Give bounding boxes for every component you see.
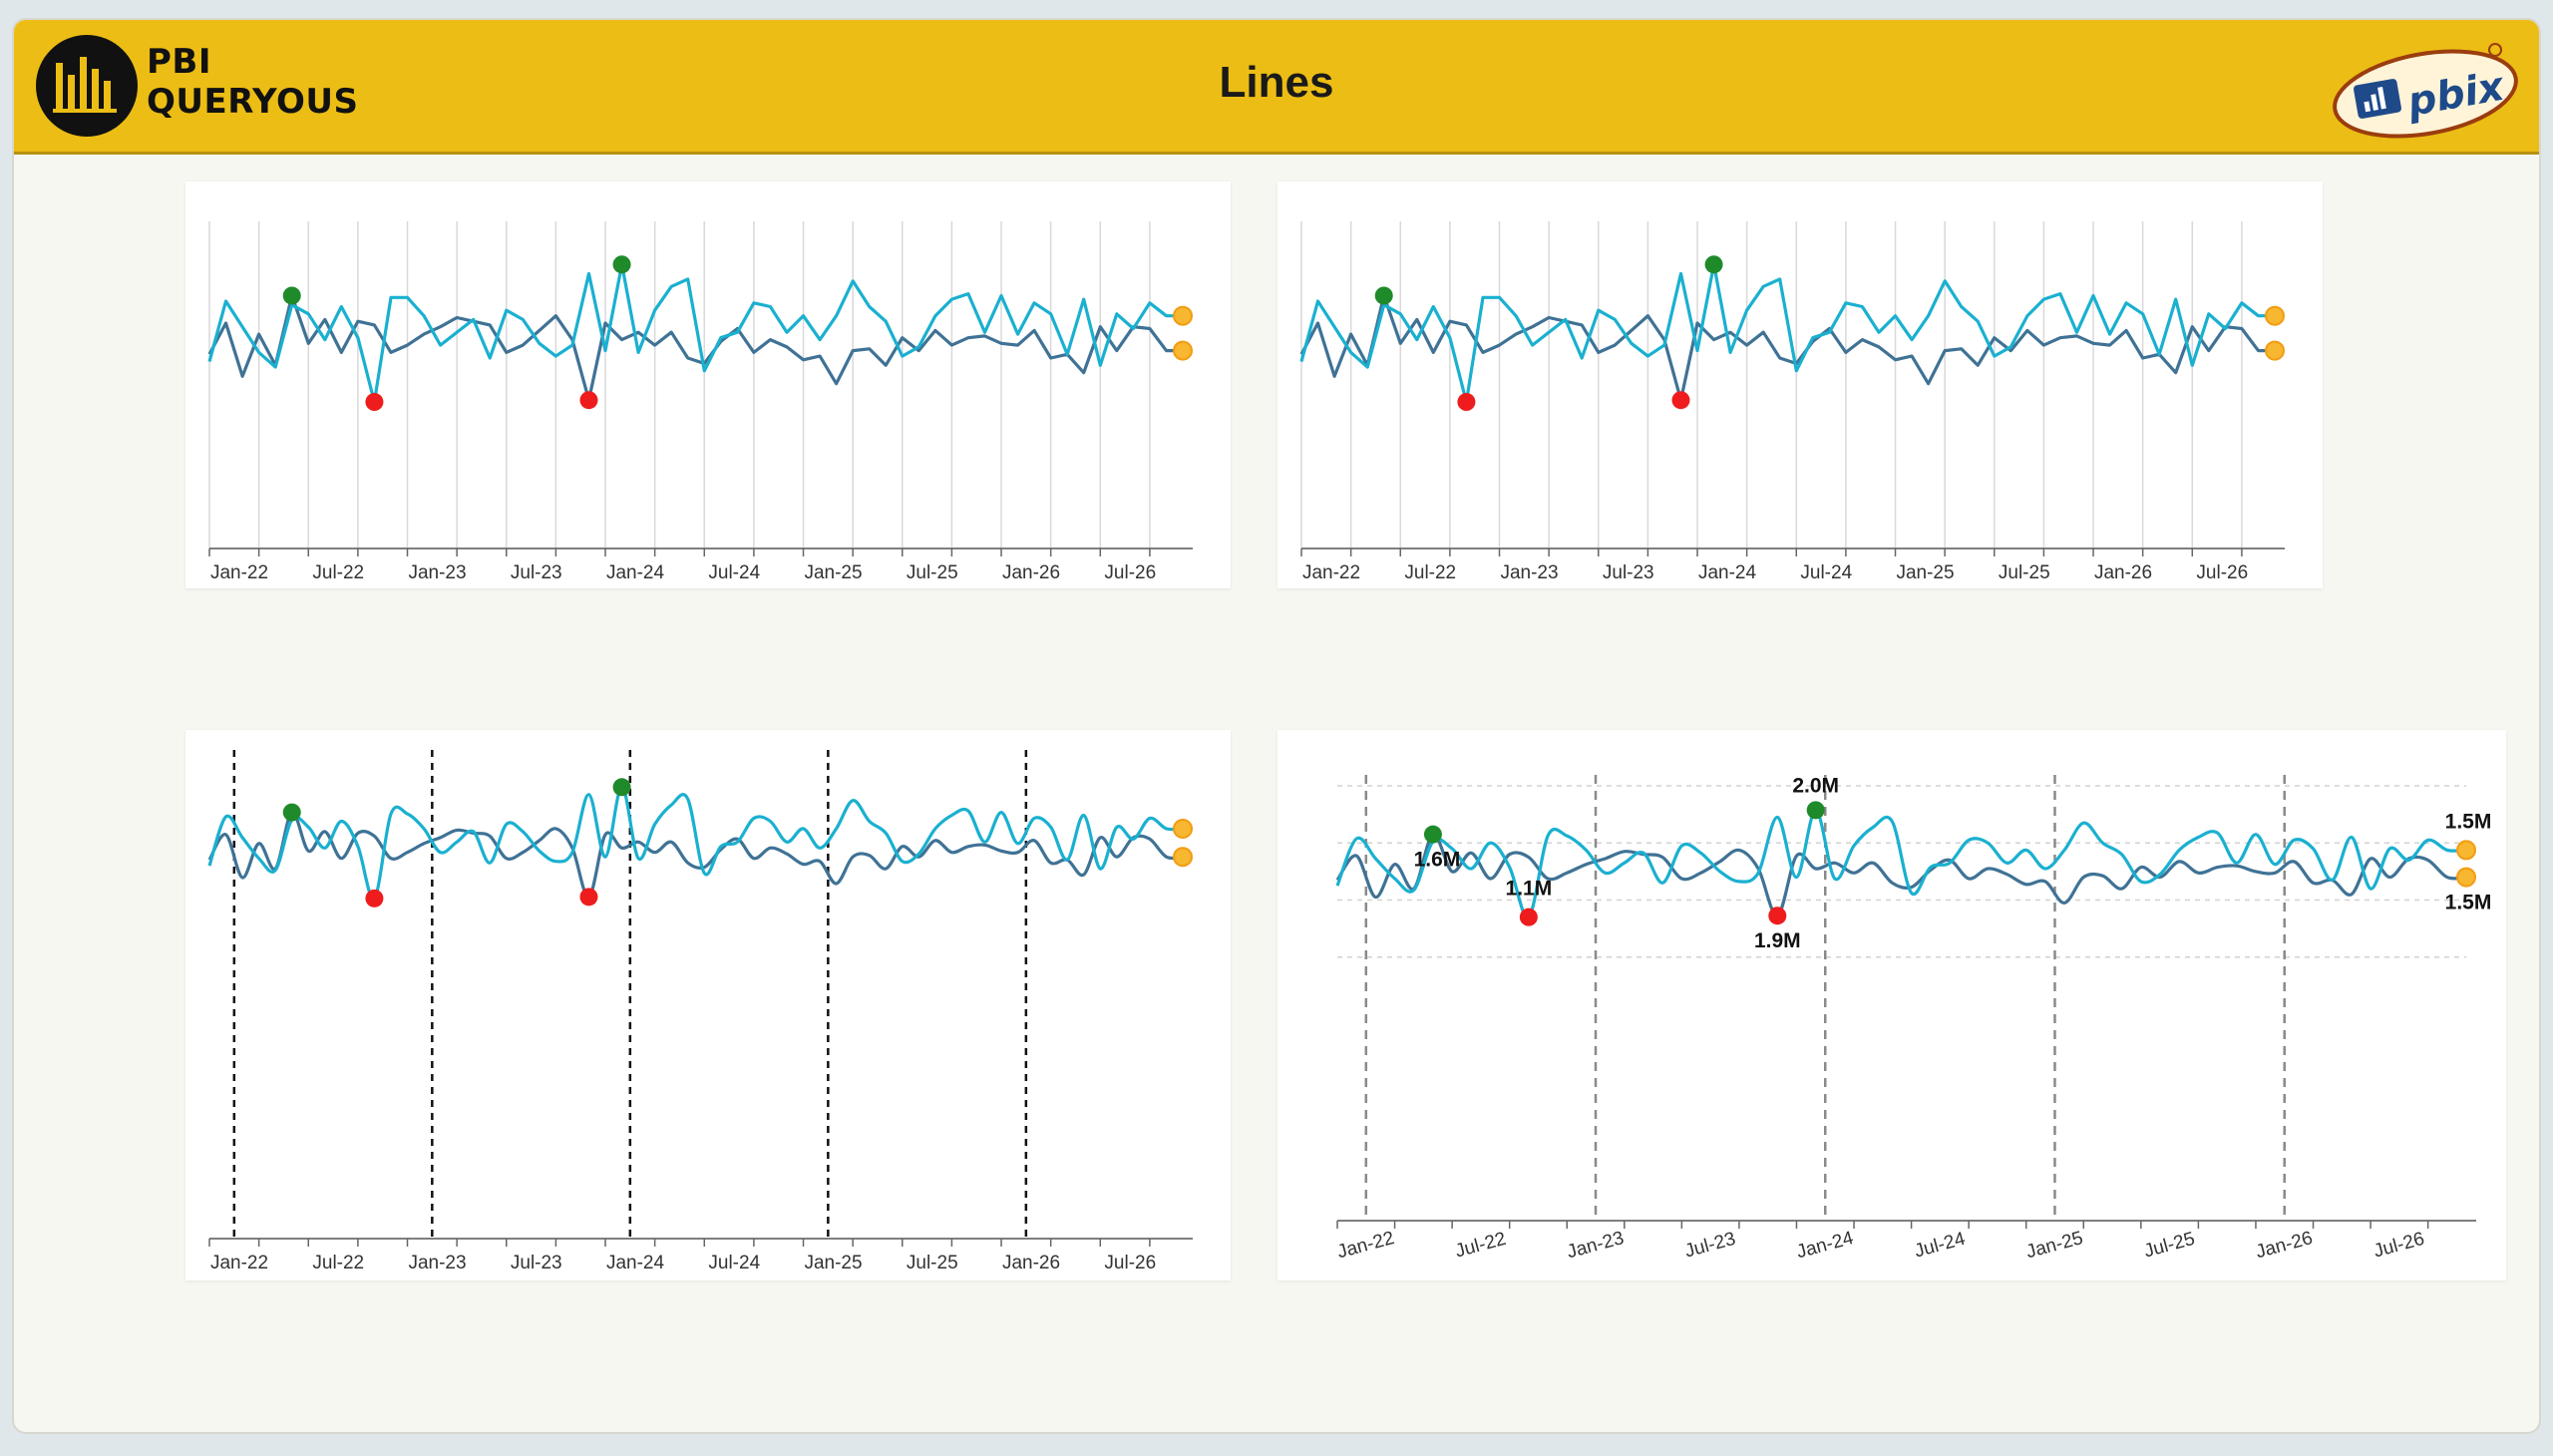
data-label: 1.1M (1506, 878, 1553, 901)
series-b-line (1299, 293, 2275, 402)
data-label: 1.5M (2445, 810, 2492, 833)
x-tick-label: Jul-23 (511, 1253, 562, 1274)
max-marker (282, 286, 301, 305)
min-marker (1768, 907, 1787, 925)
series-a-line (207, 262, 1183, 404)
min-marker (1671, 391, 1690, 410)
max-marker (612, 255, 631, 274)
line-chart-bottom-left[interactable]: Jan-22 Jul-22 Jan-23 Jul-23 Jan-24 Jul-24 Jan-… (185, 730, 1231, 1280)
max-marker (1374, 286, 1393, 305)
last-value-marker (2456, 867, 2476, 888)
min-marker (1519, 908, 1538, 926)
max-marker (1806, 801, 1825, 820)
x-tick-label: Jan-25 (2024, 1228, 2086, 1263)
x-tick-label: Jan-26 (1002, 562, 1060, 583)
page-title: Lines (1219, 58, 1334, 107)
x-tick-label: Jul-22 (312, 1253, 364, 1274)
x-tick-label: Jan-25 (1896, 562, 1954, 583)
pbi-queryous-logo (36, 35, 138, 137)
x-tick-label: Jul-26 (1104, 1253, 1156, 1274)
last-value-marker (1173, 340, 1193, 361)
x-tick-label: Jul-23 (1682, 1229, 1737, 1263)
last-value-marker (1173, 818, 1193, 839)
min-marker (365, 889, 384, 908)
x-tick-label: Jan-26 (2254, 1228, 2316, 1263)
max-marker (1704, 255, 1723, 274)
brand-line-2: QUERYOUS (147, 82, 359, 122)
x-tick-label: Jul-22 (312, 562, 364, 583)
report-header: PBI QUERYOUS Lines pbix (14, 20, 2539, 155)
max-marker (612, 778, 631, 797)
x-tick-label: Jul-26 (2196, 562, 2248, 583)
x-tick-label: Jul-24 (708, 1253, 760, 1274)
max-marker (282, 803, 301, 822)
x-tick-label: Jan-25 (804, 562, 862, 583)
x-tick-label: Jan-22 (1335, 1228, 1397, 1263)
data-label: 1.6M (1414, 849, 1461, 872)
series-b-line (1335, 833, 2467, 917)
series-b-line (207, 293, 1183, 402)
min-marker (579, 391, 598, 410)
max-marker (1423, 825, 1442, 844)
x-tick-label: Jul-24 (708, 562, 760, 583)
x-tick-label: Jan-23 (1565, 1228, 1627, 1263)
x-tick-label: Jul-25 (2142, 1229, 2197, 1263)
chart-svg: Jan-22 Jul-22 Jan-23 Jul-23 Jan-24 Jul-24 Jan-… (207, 750, 1193, 1274)
line-chart-top-left[interactable]: Jan-22 Jul-22 Jan-23 Jul-23 Jan-24 Jul-24 Jan-… (185, 182, 1231, 588)
min-marker (579, 888, 598, 907)
x-tick-label: Jan-24 (1794, 1228, 1856, 1263)
x-tick-label: Jul-24 (1912, 1229, 1968, 1263)
last-value-marker (2265, 340, 2285, 361)
x-tick-label: Jan-23 (408, 562, 466, 583)
x-tick-label: Jul-23 (1603, 562, 1654, 583)
pbix-badge-icon: pbix (2333, 43, 2518, 139)
x-tick-label: Jul-23 (511, 562, 562, 583)
last-value-marker (2265, 305, 2285, 326)
chart-svg: Jan-22 Jul-22 Jan-23 Jul-23 Jan-24 Jul-24 Jan-… (207, 221, 1193, 583)
x-tick-label: Jul-25 (1999, 562, 2050, 583)
line-chart-bottom-right[interactable]: Jan-22 Jul-22 Jan-23 Jul-23 Jan-24 Jul-24 Jan-… (1277, 730, 2506, 1280)
last-value-marker (2456, 840, 2476, 861)
chart-svg: Jan-22 Jul-22 Jan-23 Jul-23 Jan-24 Jul-24 Jan-… (1335, 774, 2492, 1263)
x-tick-label: Jan-22 (210, 562, 268, 583)
x-tick-label: Jan-22 (1302, 562, 1360, 583)
bar-chart-logo-icon (53, 57, 117, 113)
series-b-line (207, 810, 1184, 900)
x-tick-label: Jul-22 (1453, 1229, 1508, 1263)
brand-line-1: PBI (147, 42, 211, 82)
x-tick-label: Jul-25 (907, 1253, 958, 1274)
x-tick-label: Jan-24 (606, 562, 665, 583)
brand-name: PBI QUERYOUS (147, 42, 358, 122)
last-value-marker (1173, 847, 1193, 868)
min-marker (1457, 393, 1476, 412)
data-label: 1.5M (2445, 892, 2492, 914)
x-tick-label: Jan-23 (1500, 562, 1558, 583)
x-tick-label: Jul-25 (907, 562, 958, 583)
series-a-line (1299, 262, 2275, 404)
last-value-marker (1173, 305, 1193, 326)
chart-svg: Jan-22 Jul-22 Jan-23 Jul-23 Jan-24 Jul-24 Jan-… (1299, 221, 2285, 583)
report-canvas: PBI QUERYOUS Lines pbix Jan-22 Jul-22 Jan-… (12, 18, 2541, 1434)
x-tick-label: Jul-26 (1104, 562, 1156, 583)
x-tick-label: Jan-22 (210, 1253, 268, 1274)
data-label: 2.0M (1792, 774, 1839, 797)
data-label: 1.9M (1754, 929, 1801, 952)
x-tick-label: Jul-26 (2371, 1229, 2426, 1263)
x-tick-label: Jan-25 (804, 1253, 862, 1274)
line-chart-top-right[interactable]: Jan-22 Jul-22 Jan-23 Jul-23 Jan-24 Jul-24 Jan-… (1277, 182, 2323, 588)
x-tick-label: Jul-24 (1800, 562, 1852, 583)
x-tick-label: Jan-23 (408, 1253, 466, 1274)
x-tick-label: Jul-22 (1404, 562, 1456, 583)
min-marker (365, 393, 384, 412)
x-tick-label: Jan-26 (1002, 1253, 1060, 1274)
x-tick-label: Jan-24 (606, 1253, 665, 1274)
x-tick-label: Jan-26 (2094, 562, 2152, 583)
x-tick-label: Jan-24 (1698, 562, 1757, 583)
